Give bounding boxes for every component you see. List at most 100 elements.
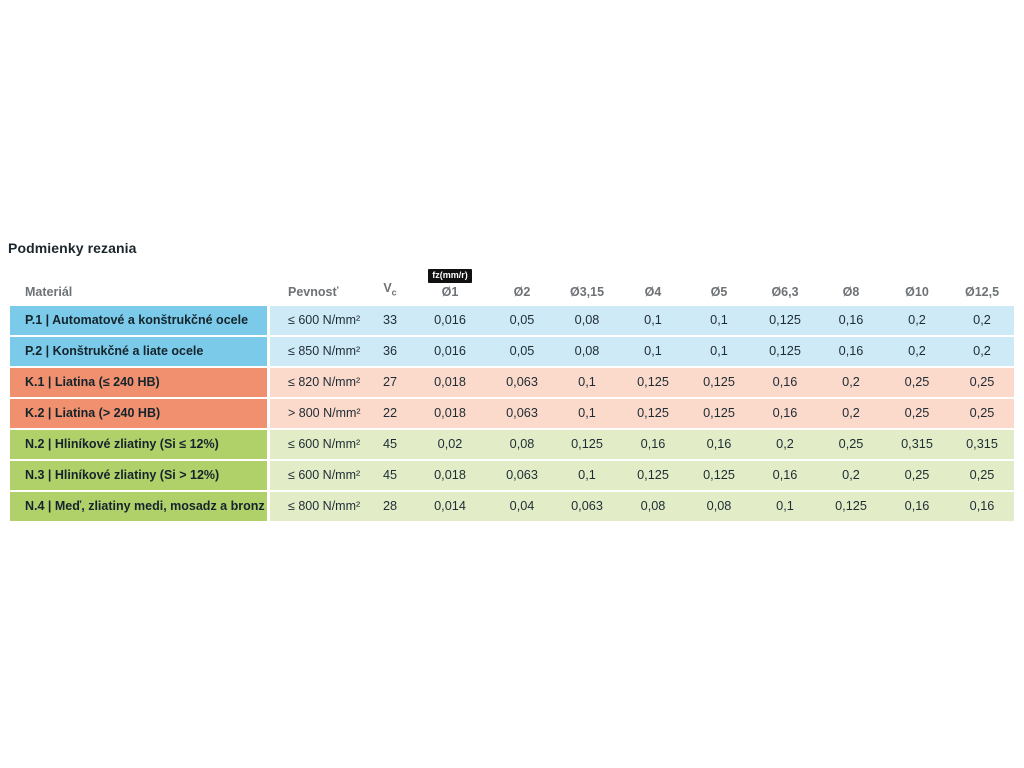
col-header-vc: Vc: [370, 281, 410, 301]
fz-value-cell: 0,16: [752, 368, 818, 397]
fz-value-cell: 0,1: [554, 399, 620, 428]
material-cell: P.1 | Automatové a konštrukčné ocele: [10, 306, 270, 335]
pevnost-cell: > 800 N/mm²: [270, 399, 370, 428]
pevnost-cell: ≤ 600 N/mm²: [270, 306, 370, 335]
vc-cell: 45: [370, 461, 410, 490]
fz-value-cell: 0,1: [752, 492, 818, 521]
fz-value-cell: 0,125: [752, 306, 818, 335]
col-header-diameter-7: Ø8: [842, 285, 860, 299]
table-row: N.4 | Meď, zliatiny medi, mosadz a bronz…: [10, 492, 1014, 521]
fz-value-cell: 0,125: [686, 368, 752, 397]
table-row: K.2 | Liatina (> 240 HB) > 800 N/mm² 22 0,0…: [10, 399, 1014, 428]
fz-value-cell: 0,2: [884, 337, 950, 366]
fz-value-cell: 0,16: [818, 306, 884, 335]
fz-value-cell: 0,05: [490, 337, 554, 366]
fz-value-cell: 0,16: [752, 461, 818, 490]
material-cell: K.2 | Liatina (> 240 HB): [10, 399, 270, 428]
fz-value-cell: 0,018: [410, 461, 490, 490]
fz-value-cell: 0,063: [554, 492, 620, 521]
col-header-diameter-2: Ø2: [513, 285, 531, 299]
fz-value-cell: 0,25: [950, 368, 1014, 397]
fz-value-cell: 0,1: [554, 461, 620, 490]
page-title: Podmienky rezania: [8, 240, 137, 256]
table-row: N.2 | Hliníkové zliatiny (Si ≤ 12%) ≤ 600…: [10, 430, 1014, 459]
col-header-diameter-1: fz(mm/r) Ø1: [410, 269, 490, 300]
fz-value-cell: 0,25: [884, 461, 950, 490]
fz-value-cell: 0,2: [950, 337, 1014, 366]
col-header-diameter-4: Ø4: [644, 285, 662, 299]
fz-value-cell: 0,063: [490, 461, 554, 490]
fz-value-cell: 0,25: [884, 368, 950, 397]
col-header-diameter-8: Ø10: [905, 285, 929, 299]
fz-value-cell: 0,2: [884, 306, 950, 335]
vc-cell: 45: [370, 430, 410, 459]
fz-value-cell: 0,125: [752, 337, 818, 366]
fz-value-cell: 0,125: [818, 492, 884, 521]
vc-cell: 36: [370, 337, 410, 366]
fz-value-cell: 0,018: [410, 368, 490, 397]
material-cell: P.2 | Konštrukčné a liate ocele: [10, 337, 270, 366]
fz-value-cell: 0,05: [490, 306, 554, 335]
col-header-diameter-6: Ø6,3: [771, 285, 799, 299]
col-header-diameter-3: Ø3,15: [569, 285, 605, 299]
pevnost-cell: ≤ 850 N/mm²: [270, 337, 370, 366]
fz-value-cell: 0,08: [554, 337, 620, 366]
fz-value-cell: 0,063: [490, 399, 554, 428]
table-row: P.2 | Konštrukčné a liate ocele ≤ 850 N/m…: [10, 337, 1014, 366]
fz-value-cell: 0,25: [950, 461, 1014, 490]
fz-value-cell: 0,16: [620, 430, 686, 459]
diameter-label: Ø1: [441, 285, 459, 299]
fz-value-cell: 0,04: [490, 492, 554, 521]
col-header-diameter-9: Ø12,5: [964, 285, 1000, 299]
fz-value-cell: 0,08: [490, 430, 554, 459]
fz-value-cell: 0,2: [818, 461, 884, 490]
vc-subscript: c: [391, 287, 397, 297]
fz-value-cell: 0,2: [752, 430, 818, 459]
vc-cell: 22: [370, 399, 410, 428]
fz-value-cell: 0,016: [410, 337, 490, 366]
fz-value-cell: 0,08: [554, 306, 620, 335]
fz-value-cell: 0,063: [490, 368, 554, 397]
material-cell: K.1 | Liatina (≤ 240 HB): [10, 368, 270, 397]
fz-value-cell: 0,315: [950, 430, 1014, 459]
fz-value-cell: 0,16: [950, 492, 1014, 521]
fz-value-cell: 0,014: [410, 492, 490, 521]
fz-value-cell: 0,1: [686, 337, 752, 366]
fz-value-cell: 0,25: [884, 399, 950, 428]
pevnost-cell: ≤ 600 N/mm²: [270, 461, 370, 490]
fz-value-cell: 0,1: [554, 368, 620, 397]
col-header-material: Materiál: [25, 285, 73, 299]
fz-value-cell: 0,018: [410, 399, 490, 428]
fz-value-cell: 0,25: [950, 399, 1014, 428]
vc-cell: 28: [370, 492, 410, 521]
pevnost-cell: ≤ 600 N/mm²: [270, 430, 370, 459]
vc-cell: 27: [370, 368, 410, 397]
fz-value-cell: 0,08: [686, 492, 752, 521]
fz-value-cell: 0,16: [686, 430, 752, 459]
fz-value-cell: 0,315: [884, 430, 950, 459]
fz-value-cell: 0,02: [410, 430, 490, 459]
material-cell: N.4 | Meď, zliatiny medi, mosadz a bronz: [10, 492, 270, 521]
cutting-conditions-table: Materiál Pevnosť Vc fz(mm/r) Ø1 Ø2 Ø3,15 Ø…: [10, 268, 1014, 523]
fz-value-cell: 0,16: [884, 492, 950, 521]
material-cell: N.3 | Hliníkové zliatiny (Si > 12%): [10, 461, 270, 490]
fz-value-cell: 0,125: [686, 461, 752, 490]
col-header-pevnost: Pevnosť: [288, 285, 339, 299]
fz-value-cell: 0,016: [410, 306, 490, 335]
table-row: P.1 | Automatové a konštrukčné ocele ≤ 60…: [10, 306, 1014, 335]
fz-value-cell: 0,25: [818, 430, 884, 459]
fz-value-cell: 0,08: [620, 492, 686, 521]
fz-value-cell: 0,16: [818, 337, 884, 366]
vc-cell: 33: [370, 306, 410, 335]
fz-value-cell: 0,2: [818, 399, 884, 428]
pevnost-cell: ≤ 800 N/mm²: [270, 492, 370, 521]
fz-value-cell: 0,125: [620, 399, 686, 428]
fz-value-cell: 0,125: [554, 430, 620, 459]
fz-unit-badge: fz(mm/r): [428, 269, 472, 283]
fz-value-cell: 0,1: [620, 306, 686, 335]
fz-value-cell: 0,16: [752, 399, 818, 428]
pevnost-cell: ≤ 820 N/mm²: [270, 368, 370, 397]
fz-value-cell: 0,2: [818, 368, 884, 397]
col-header-diameter-5: Ø5: [710, 285, 728, 299]
